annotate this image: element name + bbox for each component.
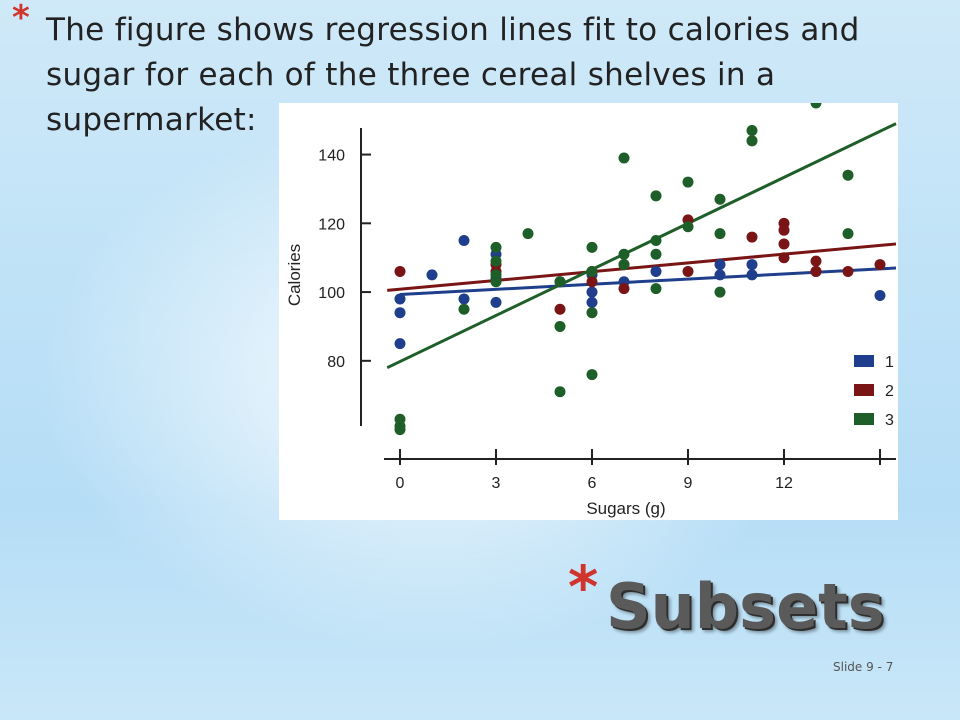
data-point-3 (810, 103, 822, 109)
data-point-3 (842, 228, 854, 240)
y-tick-label: 140 (318, 148, 345, 165)
data-point-1 (746, 259, 758, 271)
data-point-3 (746, 125, 758, 136)
regression-line-2 (387, 242, 897, 292)
data-point-3 (586, 241, 598, 253)
data-point-1 (394, 338, 406, 350)
data-point-2 (682, 265, 694, 277)
legend-swatch-1 (854, 355, 874, 367)
intro-text: The figure shows regression lines fit to… (46, 12, 860, 138)
data-point-1 (586, 286, 598, 298)
data-point-3 (618, 259, 630, 271)
data-point-1 (586, 296, 598, 308)
data-point-2 (810, 255, 822, 267)
data-point-3 (586, 307, 598, 319)
data-point-3 (554, 276, 566, 288)
data-point-2 (618, 283, 630, 295)
data-point-2 (842, 265, 854, 277)
data-point-3 (490, 255, 502, 267)
data-point-1 (874, 290, 886, 301)
x-axis-label: Sugars (g) (586, 499, 665, 518)
x-tick-label: 3 (492, 475, 501, 492)
data-point-2 (778, 224, 790, 236)
data-point-3 (682, 176, 694, 188)
data-point-2 (586, 276, 598, 288)
data-point-3 (650, 190, 662, 202)
legend-label-2: 2 (885, 383, 894, 400)
data-point-2 (554, 303, 566, 315)
data-point-1 (490, 296, 502, 308)
y-tick-label: 80 (327, 354, 345, 371)
legend-label-3: 3 (885, 412, 894, 429)
data-point-3 (650, 248, 662, 260)
data-point-1 (650, 265, 662, 277)
chart-legend: 1 2 3 (854, 354, 894, 429)
data-point-3 (490, 276, 502, 288)
slide-title: Subsets (606, 570, 885, 643)
data-point-3 (618, 152, 630, 164)
data-point-1 (458, 235, 470, 246)
data-point-1 (714, 259, 726, 271)
data-point-3 (490, 241, 502, 253)
data-point-2 (746, 231, 758, 243)
data-point-3 (458, 303, 470, 315)
data-point-3 (714, 228, 726, 240)
slide-number: Slide 9 - 7 (833, 660, 894, 674)
data-points (394, 103, 886, 436)
data-point-3 (682, 221, 694, 233)
data-point-3 (650, 283, 662, 295)
data-point-3 (842, 169, 854, 181)
data-point-3 (650, 235, 662, 246)
data-point-1 (458, 293, 470, 305)
data-point-3 (714, 193, 726, 205)
data-point-2 (810, 265, 822, 277)
data-point-1 (394, 293, 406, 305)
data-point-2 (778, 238, 790, 250)
data-point-3 (714, 286, 726, 298)
data-point-2 (394, 265, 406, 277)
title-star-icon: * (568, 553, 599, 621)
regression-line-3 (386, 122, 897, 370)
x-tick-label: 9 (684, 475, 693, 492)
y-tick-label: 120 (318, 216, 345, 233)
data-point-3 (586, 369, 598, 381)
data-point-2 (778, 252, 790, 264)
legend-label-1: 1 (885, 354, 894, 371)
legend-swatch-2 (854, 384, 874, 396)
y-axis-label: Calories (285, 244, 304, 306)
data-point-1 (426, 269, 438, 281)
data-point-2 (874, 259, 886, 271)
data-point-1 (746, 269, 758, 281)
x-tick-label: 12 (775, 475, 793, 492)
data-point-3 (618, 248, 630, 260)
data-point-1 (394, 307, 406, 319)
data-point-3 (394, 424, 406, 436)
data-point-3 (586, 265, 598, 277)
data-point-3 (554, 320, 566, 332)
x-tick-label: 6 (588, 475, 597, 492)
data-point-1 (714, 269, 726, 281)
x-tick-label: 0 (396, 475, 405, 492)
bullet-star-icon: * (12, 0, 30, 38)
y-tick-label: 100 (318, 285, 345, 302)
data-point-3 (746, 135, 758, 147)
data-point-3 (554, 386, 566, 398)
data-point-3 (522, 228, 534, 240)
legend-swatch-3 (854, 413, 874, 425)
